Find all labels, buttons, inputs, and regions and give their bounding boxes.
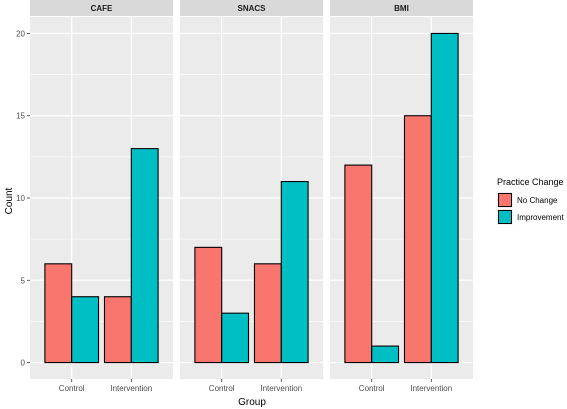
bar-snacs-control-no-change [194,246,223,364]
strip-label-bmi: BMI [394,4,409,13]
y-axis: 0 5 10 15 20 [16,29,30,368]
bar-cafe-intervention-improvement [130,148,159,364]
bar-snacs-intervention-improvement [280,180,309,364]
legend-label-improvement: Improvement [517,213,564,222]
bar-snacs-control-improvement [221,312,250,364]
bar-bmi-control-improvement [371,345,400,364]
x-tick-label: Intervention [260,384,302,393]
y-axis-title: Count [4,187,15,214]
panel-cafe: CAFE Control Intervention [30,0,173,393]
legend-label-no-change: No Change [517,196,558,205]
strip-bmi [330,0,473,16]
x-tick-label: Control [359,384,385,393]
x-tick-label: Control [209,384,235,393]
x-tick-label: Intervention [110,384,152,393]
panel-snacs: SNACS Control Intervention [180,0,323,393]
x-tick-label: Intervention [410,384,452,393]
bar-bmi-intervention-no-change [403,115,432,364]
y-tick-label: 0 [21,359,26,368]
legend: Practice Change No Change Improvement [497,177,564,225]
x-tick-label: Control [59,384,85,393]
legend-swatch-improvement [498,210,512,224]
bar-bmi-control-no-change [344,164,373,364]
strip-cafe [30,0,173,16]
bar-cafe-control-no-change [44,263,73,364]
bar-snacs-intervention-no-change [253,263,282,364]
y-tick-label: 15 [16,112,25,121]
bar-bmi-intervention-improvement [430,32,459,364]
legend-swatch-no-change [498,193,512,207]
bar-cafe-intervention-no-change [103,296,132,364]
y-tick-label: 20 [16,29,25,38]
y-tick-label: 10 [16,194,25,203]
x-axis-title: Group [238,397,266,408]
panel-bmi: BMI Control Intervention [330,0,473,393]
strip-label-cafe: CAFE [91,4,113,13]
strip-label-snacs: SNACS [237,4,266,13]
bar-cafe-control-improvement [71,296,100,364]
legend-title: Practice Change [497,177,564,187]
panels: CAFE Control Intervention SNACS Control Inter… [30,0,473,393]
y-tick-label: 5 [21,276,26,285]
strip-snacs [180,0,323,16]
